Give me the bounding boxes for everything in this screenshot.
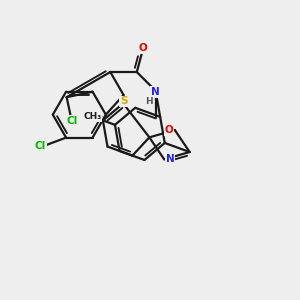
Text: H: H: [145, 97, 153, 106]
Text: N: N: [151, 87, 160, 97]
Text: Cl: Cl: [35, 141, 46, 151]
Text: N: N: [166, 154, 174, 164]
Text: S: S: [120, 97, 127, 106]
Text: Cl: Cl: [66, 116, 77, 126]
Text: O: O: [139, 44, 148, 53]
Text: CH₃: CH₃: [83, 112, 101, 121]
Text: O: O: [165, 125, 173, 135]
